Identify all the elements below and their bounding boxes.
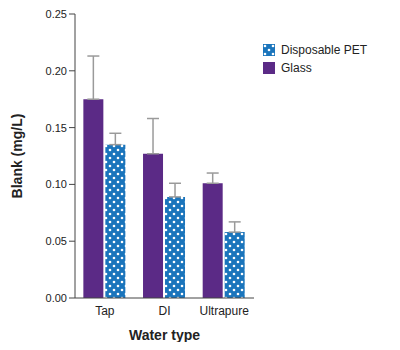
html-text:Glass: Glass [281,61,312,75]
svg-text:Tap: Tap [95,304,115,318]
svg-text:Ultrapure: Ultrapure [199,304,249,318]
svg-text:DI: DI [159,304,171,318]
svg-text:0.05: 0.05 [46,235,67,247]
html-text:Disposable PET: Disposable PET [281,43,367,57]
svg-text:0.25: 0.25 [46,8,67,20]
svg-text:Water type: Water type [129,327,200,342]
svg-text:0.10: 0.10 [46,178,67,190]
svg-text:0.00: 0.00 [46,292,67,304]
svg-text:0.15: 0.15 [46,122,67,134]
svg-text:0.20: 0.20 [46,65,67,77]
svg-text:Blank (mg/L): Blank (mg/L) [9,114,25,199]
